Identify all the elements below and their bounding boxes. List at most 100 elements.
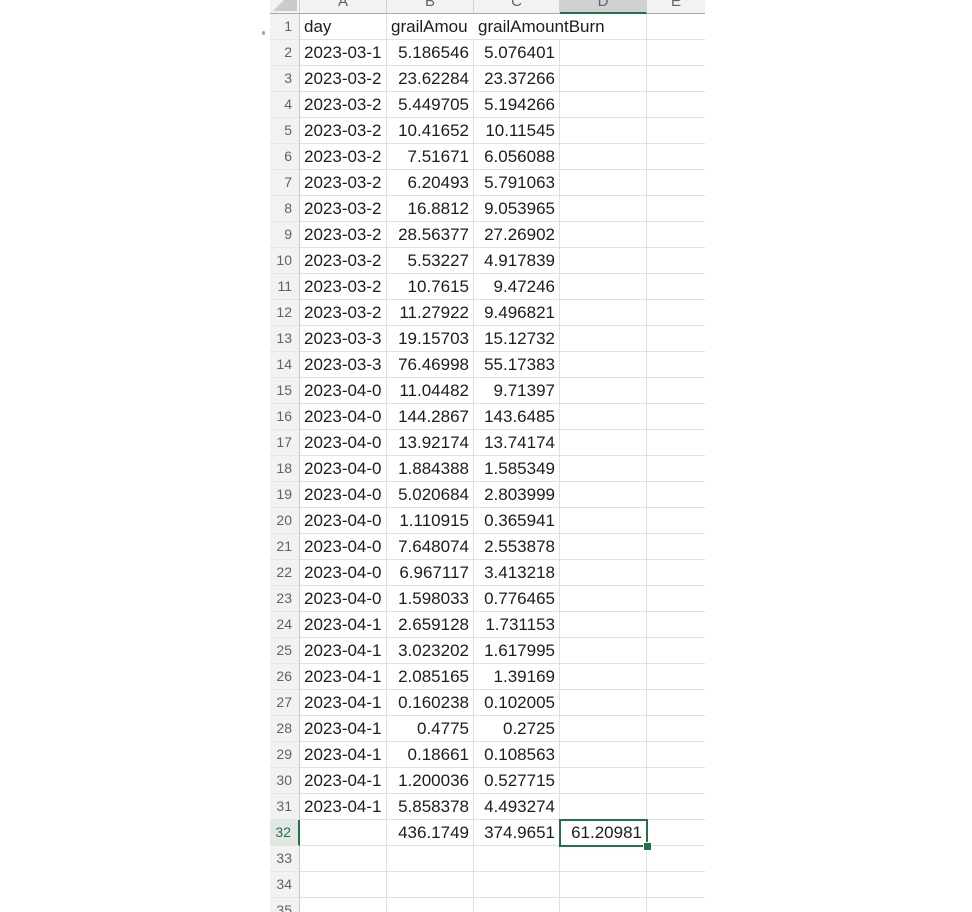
row-header-27[interactable]: 27 [270, 690, 300, 716]
cell-B30[interactable]: 1.200036 [387, 768, 474, 794]
row-header-32[interactable]: 32 [270, 820, 300, 846]
cell-E21[interactable] [647, 534, 705, 560]
cell-E30[interactable] [647, 768, 705, 794]
cell-D13[interactable] [560, 326, 647, 352]
cell-D10[interactable] [560, 248, 647, 274]
row-header-30[interactable]: 30 [270, 768, 300, 794]
cell-A5[interactable]: 2023-03-2 [300, 118, 387, 144]
cell-A24[interactable]: 2023-04-1 [300, 612, 387, 638]
cell-B4[interactable]: 5.449705 [387, 92, 474, 118]
row-header-20[interactable]: 20 [270, 508, 300, 534]
cell-C26[interactable]: 1.39169 [474, 664, 560, 690]
row-header-29[interactable]: 29 [270, 742, 300, 768]
cell-D29[interactable] [560, 742, 647, 768]
cell-A35[interactable] [300, 898, 387, 912]
cell-C1[interactable]: grailAmountBurn [474, 14, 605, 40]
cell-B8[interactable]: 16.8812 [387, 196, 474, 222]
row-header-34[interactable]: 34 [270, 872, 300, 898]
cell-A6[interactable]: 2023-03-2 [300, 144, 387, 170]
cell-D20[interactable] [560, 508, 647, 534]
cell-E26[interactable] [647, 664, 705, 690]
row-header-12[interactable]: 12 [270, 300, 300, 326]
cell-B11[interactable]: 10.7615 [387, 274, 474, 300]
cell-D26[interactable] [560, 664, 647, 690]
cell-D35[interactable] [560, 898, 647, 912]
cell-E7[interactable] [647, 170, 705, 196]
cell-A13[interactable]: 2023-03-3 [300, 326, 387, 352]
cell-D24[interactable] [560, 612, 647, 638]
row-header-22[interactable]: 22 [270, 560, 300, 586]
cell-D31[interactable] [560, 794, 647, 820]
row-header-23[interactable]: 23 [270, 586, 300, 612]
cell-E20[interactable] [647, 508, 705, 534]
cell-A31[interactable]: 2023-04-1 [300, 794, 387, 820]
column-header-E[interactable]: E [647, 0, 705, 14]
row-header-11[interactable]: 11 [270, 274, 300, 300]
cell-B12[interactable]: 11.27922 [387, 300, 474, 326]
cell-E18[interactable] [647, 456, 705, 482]
cell-E13[interactable] [647, 326, 705, 352]
cell-D7[interactable] [560, 170, 647, 196]
column-header-A[interactable]: A [300, 0, 387, 14]
cell-E9[interactable] [647, 222, 705, 248]
cell-D1[interactable] [560, 14, 647, 40]
cell-A3[interactable]: 2023-03-2 [300, 66, 387, 92]
row-header-17[interactable]: 17 [270, 430, 300, 456]
cell-E4[interactable] [647, 92, 705, 118]
cell-B32[interactable]: 436.1749 [387, 820, 474, 846]
select-all-corner[interactable] [270, 0, 300, 14]
cell-C11[interactable]: 9.47246 [474, 274, 560, 300]
column-header-C[interactable]: C [474, 0, 560, 14]
cell-C5[interactable]: 10.11545 [474, 118, 560, 144]
row-header-9[interactable]: 9 [270, 222, 300, 248]
cell-D18[interactable] [560, 456, 647, 482]
row-header-10[interactable]: 10 [270, 248, 300, 274]
cell-E35[interactable] [647, 898, 705, 912]
row-header-15[interactable]: 15 [270, 378, 300, 404]
cell-A28[interactable]: 2023-04-1 [300, 716, 387, 742]
cell-C20[interactable]: 0.365941 [474, 508, 560, 534]
cell-B22[interactable]: 6.967117 [387, 560, 474, 586]
cell-E8[interactable] [647, 196, 705, 222]
row-header-21[interactable]: 21 [270, 534, 300, 560]
cell-E29[interactable] [647, 742, 705, 768]
cell-E11[interactable] [647, 274, 705, 300]
cell-E24[interactable] [647, 612, 705, 638]
row-header-16[interactable]: 16 [270, 404, 300, 430]
cell-B23[interactable]: 1.598033 [387, 586, 474, 612]
cell-B13[interactable]: 19.15703 [387, 326, 474, 352]
row-header-8[interactable]: 8 [270, 196, 300, 222]
cell-C16[interactable]: 143.6485 [474, 404, 560, 430]
cell-C17[interactable]: 13.74174 [474, 430, 560, 456]
cell-D12[interactable] [560, 300, 647, 326]
cell-B27[interactable]: 0.160238 [387, 690, 474, 716]
cell-C13[interactable]: 15.12732 [474, 326, 560, 352]
cell-A29[interactable]: 2023-04-1 [300, 742, 387, 768]
cell-A26[interactable]: 2023-04-1 [300, 664, 387, 690]
cell-A15[interactable]: 2023-04-0 [300, 378, 387, 404]
cell-B7[interactable]: 6.20493 [387, 170, 474, 196]
cell-C28[interactable]: 0.2725 [474, 716, 560, 742]
cell-C12[interactable]: 9.496821 [474, 300, 560, 326]
cell-C21[interactable]: 2.553878 [474, 534, 560, 560]
cell-D5[interactable] [560, 118, 647, 144]
cell-E14[interactable] [647, 352, 705, 378]
row-header-1[interactable]: 1 [270, 14, 300, 40]
cell-B28[interactable]: 0.4775 [387, 716, 474, 742]
cell-C31[interactable]: 4.493274 [474, 794, 560, 820]
cell-D27[interactable] [560, 690, 647, 716]
cell-D16[interactable] [560, 404, 647, 430]
cell-A19[interactable]: 2023-04-0 [300, 482, 387, 508]
column-header-B[interactable]: B [387, 0, 474, 14]
cell-D3[interactable] [560, 66, 647, 92]
cell-D11[interactable] [560, 274, 647, 300]
cell-B14[interactable]: 76.46998 [387, 352, 474, 378]
row-header-4[interactable]: 4 [270, 92, 300, 118]
cell-C8[interactable]: 9.053965 [474, 196, 560, 222]
cell-D34[interactable] [560, 872, 647, 898]
cell-A21[interactable]: 2023-04-0 [300, 534, 387, 560]
row-header-2[interactable]: 2 [270, 40, 300, 66]
cell-B17[interactable]: 13.92174 [387, 430, 474, 456]
row-header-24[interactable]: 24 [270, 612, 300, 638]
cell-B2[interactable]: 5.186546 [387, 40, 474, 66]
